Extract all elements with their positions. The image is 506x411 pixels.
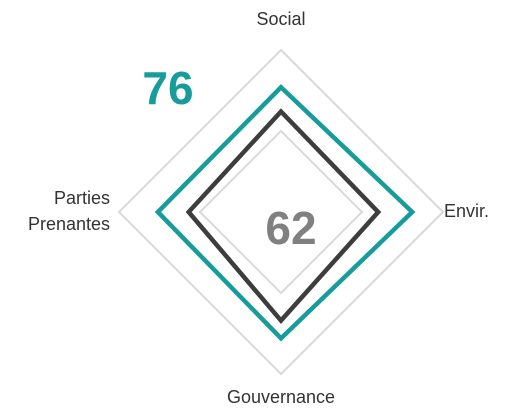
grid-ring bbox=[117, 48, 445, 376]
axis-label: Envir. bbox=[444, 201, 489, 221]
axis-label: Parties Prenantes bbox=[28, 188, 110, 234]
grid-ring bbox=[198, 129, 364, 295]
series-line bbox=[185, 108, 382, 324]
axis-label: Gouvernance bbox=[227, 387, 335, 407]
score-label: 76 bbox=[142, 62, 193, 114]
series-line bbox=[154, 84, 416, 342]
score-label: 62 bbox=[265, 202, 316, 254]
axis-label: Social bbox=[256, 9, 305, 29]
